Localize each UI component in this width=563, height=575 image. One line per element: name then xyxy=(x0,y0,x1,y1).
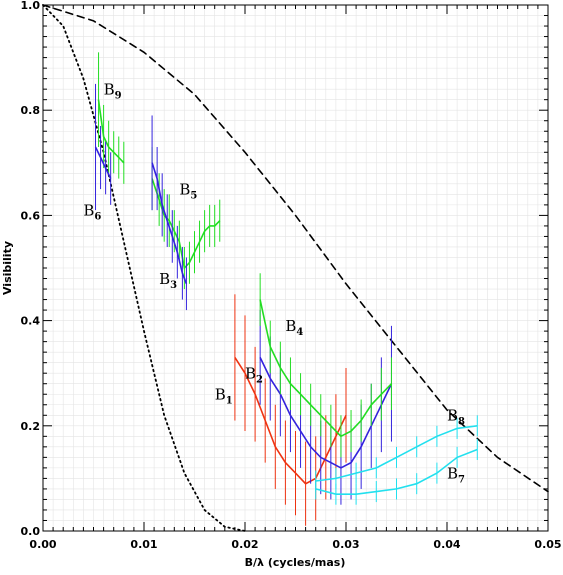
series-line xyxy=(315,425,478,482)
y-tick-label: 1.0 xyxy=(21,0,41,12)
y-tick-label: 0.6 xyxy=(21,209,41,222)
model-curve-dotted xyxy=(42,4,246,532)
baseline-label-B2: B2 xyxy=(245,364,263,385)
series-4 xyxy=(151,115,188,311)
series-9 xyxy=(315,415,478,492)
baseline-label-B8: B8 xyxy=(447,407,465,428)
series-line xyxy=(97,99,125,164)
baseline-label-B7: B7 xyxy=(447,464,465,485)
model-curves xyxy=(42,4,549,532)
baseline-label-B9: B9 xyxy=(104,80,122,101)
x-tick-label: 0.04 xyxy=(433,538,460,551)
y-tick-label: 0.0 xyxy=(21,525,41,538)
baseline-label-B4: B4 xyxy=(285,317,303,338)
model-curve-dashed xyxy=(42,4,549,493)
series-7 xyxy=(259,273,393,458)
series-line xyxy=(259,357,393,469)
y-tick-label: 0.2 xyxy=(21,420,41,433)
series-line xyxy=(94,146,112,179)
series-1 xyxy=(97,52,125,184)
x-tick-label: 0.00 xyxy=(29,538,56,551)
series-line xyxy=(315,448,478,495)
baseline-label-B1: B1 xyxy=(215,386,233,407)
y-tick-label: 0.8 xyxy=(21,104,41,117)
baseline-label-B6: B6 xyxy=(83,201,101,222)
series-line xyxy=(234,356,347,485)
y-axis-label: Visibility xyxy=(1,241,14,295)
series-line xyxy=(151,162,188,285)
axis-ticks: 0.00 0.01 0.02 0.03 0.04 0.05 0.0 0.2 0.4 0.6 0.8 1… xyxy=(21,0,562,551)
x-axis-label: B/λ (cycles/mas) xyxy=(245,556,346,569)
series-8 xyxy=(315,438,478,505)
data-series xyxy=(94,52,478,526)
baseline-label-B3: B3 xyxy=(159,270,177,291)
series-line xyxy=(259,299,393,438)
x-tick-label: 0.01 xyxy=(130,538,157,551)
baseline-label-B5: B5 xyxy=(179,180,197,201)
y-tick-label: 0.4 xyxy=(21,315,41,328)
series-2 xyxy=(94,83,112,211)
x-tick-label: 0.02 xyxy=(231,538,258,551)
x-tick-label: 0.03 xyxy=(332,538,359,551)
annotations: B9 B6 B5 B3 B4 B2 B1 B8 B7 xyxy=(83,80,465,485)
x-tick-label: 0.05 xyxy=(534,538,561,551)
